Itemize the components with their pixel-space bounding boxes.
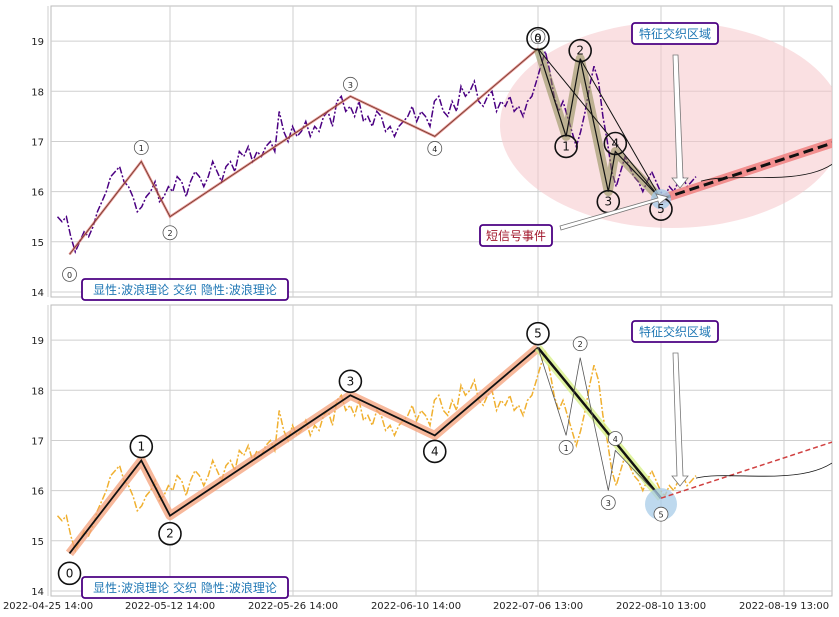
x-tick-label: 2022-05-26 14:00 (248, 601, 338, 612)
sub-wave-marker (600, 495, 616, 511)
caption-text: 显性:波浪理论 交织 隐性:波浪理论 (93, 580, 277, 595)
down-wave-line (537, 346, 662, 499)
zone-annotation-text: 特征交织区域 (639, 324, 711, 339)
y-tick-label: 16 (31, 487, 44, 498)
caption-text: 显性:波浪理论 交织 隐性:波浪理论 (93, 282, 277, 297)
y-tick-label: 18 (31, 386, 44, 397)
wave-point-label: 0 (66, 566, 74, 580)
wave-point-label: 2 (167, 229, 172, 238)
main-wave-line (69, 48, 539, 255)
sub-wave-label: 3 (604, 195, 612, 209)
wave-point-label: 1 (137, 440, 145, 454)
x-axis: 2022-04-25 14:00 2022-05-12 14:00 2022-05-… (3, 601, 829, 612)
wave-point-label: 3 (347, 374, 355, 388)
x-tick-label: 2022-04-25 14:00 (3, 601, 93, 612)
sub-wave-marker (607, 431, 623, 446)
plot-content: 0 1 2 3 4 5 1 2 3 4 5 (56, 321, 832, 586)
wave-point-marker (342, 76, 358, 92)
wave-point-label: 3 (348, 81, 353, 90)
wave-point-label: 4 (432, 145, 437, 154)
wave-point-label: 0 (67, 271, 72, 280)
y-tick-label: 14 (31, 288, 44, 299)
y-tick-label: 19 (31, 37, 44, 48)
x-tick-label: 2022-05-12 14:00 (125, 601, 215, 612)
y-tick-label: 17 (31, 137, 44, 148)
zone-annotation: 特征交织区域 (631, 320, 719, 343)
y-tick-label: 14 (31, 587, 44, 598)
signal-annotation: 短信号事件 (479, 224, 553, 247)
wave-point-marker (57, 561, 82, 586)
y-tick-label: 17 (31, 436, 44, 447)
x-tick-label: 2022-07-06 13:00 (493, 601, 583, 612)
wave-point-marker (129, 434, 154, 459)
x-tick-label: 2022-06-10 14:00 (371, 601, 461, 612)
caption-box (81, 576, 289, 599)
sub-wave-line (537, 48, 662, 200)
zone-annotation-text: 特征交织区域 (639, 26, 711, 41)
wave-point-marker (158, 521, 182, 546)
top-panel: 141516171819012345012345特征交织区域短信号事件显性:波浪… (31, 5, 833, 301)
sub-wave-marker (603, 131, 628, 156)
caption-annotation: 显性:波浪理论 交织 隐性:波浪理论 (81, 278, 289, 301)
y-tick-label: 18 (31, 87, 44, 98)
wave-point-marker (62, 266, 77, 282)
y-tick-label: 15 (31, 238, 44, 249)
signal-annotation-box (479, 224, 553, 247)
sub-wave-span-b (579, 58, 662, 200)
x-tick-label: 2022-08-10 13:00 (616, 601, 706, 612)
wave-point-marker (526, 321, 550, 346)
caption-box (81, 278, 289, 301)
projection-arc (695, 462, 832, 479)
sub-wave-label: 5 (658, 511, 663, 520)
zone-annotation: 特征交织区域 (631, 22, 719, 45)
caption-annotation: 显性:波浪理论 交织 隐性:波浪理论 (81, 576, 289, 599)
signal-arrow (559, 193, 669, 231)
wave-point-label: 2 (166, 527, 174, 541)
zone-annotation-box (631, 22, 719, 45)
zone-arrow (671, 352, 689, 487)
sub-wave-marker (568, 38, 592, 63)
wave-point-marker (133, 140, 149, 155)
x-tick-label: 2022-08-19 13:00 (739, 601, 829, 612)
projection-arc (700, 163, 832, 182)
sub-wave-label: 5 (657, 202, 665, 216)
sub-wave-marker (572, 336, 588, 352)
wave-point-label: 5 (535, 33, 540, 42)
sub-wave-marker (558, 440, 574, 455)
zone-arrow (671, 54, 689, 189)
sub-wave-span-a (537, 48, 662, 200)
sub-wave-label: 4 (611, 137, 619, 151)
sub-wave-label: 1 (564, 444, 569, 453)
sub-wave-label: 3 (606, 499, 611, 508)
wave-point-label: 4 (431, 444, 439, 458)
sub-wave-marker (526, 26, 550, 51)
wave-point-marker (422, 439, 447, 464)
sub-wave-label: 1 (562, 139, 570, 153)
y-tick-label: 15 (31, 537, 44, 548)
wave-point-label: 1 (139, 144, 144, 153)
wave-point-label: 5 (534, 327, 542, 341)
sub-wave-label: 2 (578, 340, 583, 349)
projection-line (660, 441, 832, 499)
main-wave-line (68, 346, 539, 554)
y-tick-label: 19 (31, 336, 44, 347)
wave-point-marker (427, 141, 443, 156)
sub-wave-marker (554, 134, 578, 159)
y-tick-label: 16 (31, 188, 44, 199)
wave-point-marker (338, 369, 363, 394)
sub-wave-label: 4 (613, 435, 618, 444)
sub-wave-line (537, 347, 662, 499)
zone-annotation-box (631, 320, 719, 343)
wave-point-marker (530, 29, 546, 45)
sub-wave-label: 2 (576, 44, 584, 58)
projection-line (660, 141, 832, 201)
wave-point-marker (162, 225, 178, 241)
sub-wave-label: 0 (534, 32, 542, 46)
signal-annotation-text: 短信号事件 (486, 229, 546, 243)
sub-wave-marker (653, 506, 669, 522)
